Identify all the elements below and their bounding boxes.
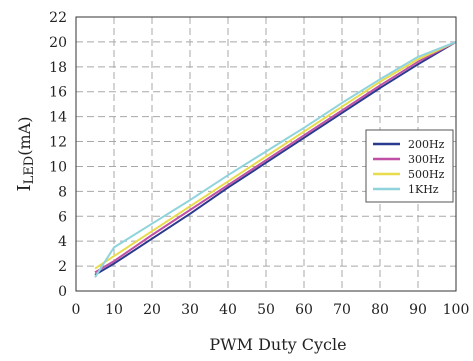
series-line-200hz [94, 41, 457, 276]
legend-label-300hz: 300Hz [408, 153, 445, 166]
y-tick-label: 4 [58, 234, 67, 250]
series-line-1khz [94, 40, 457, 278]
x-tick-label: 30 [181, 302, 199, 318]
y-tick-label: 8 [58, 184, 67, 200]
y-axis-title-unit: (mA) [15, 117, 34, 156]
x-axis-title: PWM Duty Cycle [209, 335, 346, 354]
x-tick-label: 0 [72, 302, 81, 318]
y-tick-label: 22 [49, 10, 67, 26]
x-tick-label: 70 [333, 302, 351, 318]
y-tick-label: 0 [58, 284, 67, 300]
plot-frame [75, 16, 457, 292]
y-tick-label: 16 [49, 85, 67, 101]
y-tick-label: 6 [58, 209, 67, 225]
legend-items: 200Hz 300Hz 500Hz 1KHz [373, 138, 445, 196]
x-tick-label: 50 [257, 302, 275, 318]
x-axis-ticks: 0 10 20 30 40 50 60 70 80 90 100 [72, 302, 470, 318]
legend: 200Hz 300Hz 500Hz 1KHz [365, 129, 454, 203]
y-axis-title-sub: LED [22, 156, 37, 185]
y-tick-label: 14 [49, 110, 67, 126]
x-tick-label: 60 [295, 302, 313, 318]
series-lines [94, 40, 457, 278]
x-tick-label: 40 [219, 302, 237, 318]
series-line-300hz [94, 41, 457, 274]
series-line-500hz [94, 40, 457, 270]
y-tick-label: 10 [49, 159, 67, 175]
y-tick-label: 18 [49, 60, 67, 76]
y-axis-ticks: 0 2 4 6 8 10 12 14 16 18 20 22 [49, 10, 67, 300]
y-tick-label: 12 [49, 135, 67, 151]
y-tick-label: 2 [58, 259, 67, 275]
x-tick-label: 100 [443, 302, 470, 318]
legend-label-1khz: 1KHz [408, 183, 439, 196]
x-tick-label: 10 [105, 302, 123, 318]
y-axis-title-main: I [14, 184, 35, 191]
y-axis-title: ILED(mA) [14, 117, 37, 192]
legend-label-200hz: 200Hz [408, 138, 445, 151]
legend-label-500hz: 500Hz [408, 168, 445, 181]
x-tick-label: 80 [371, 302, 389, 318]
x-tick-label: 20 [143, 302, 161, 318]
x-tick-label: 90 [409, 302, 427, 318]
y-tick-label: 20 [49, 35, 67, 51]
